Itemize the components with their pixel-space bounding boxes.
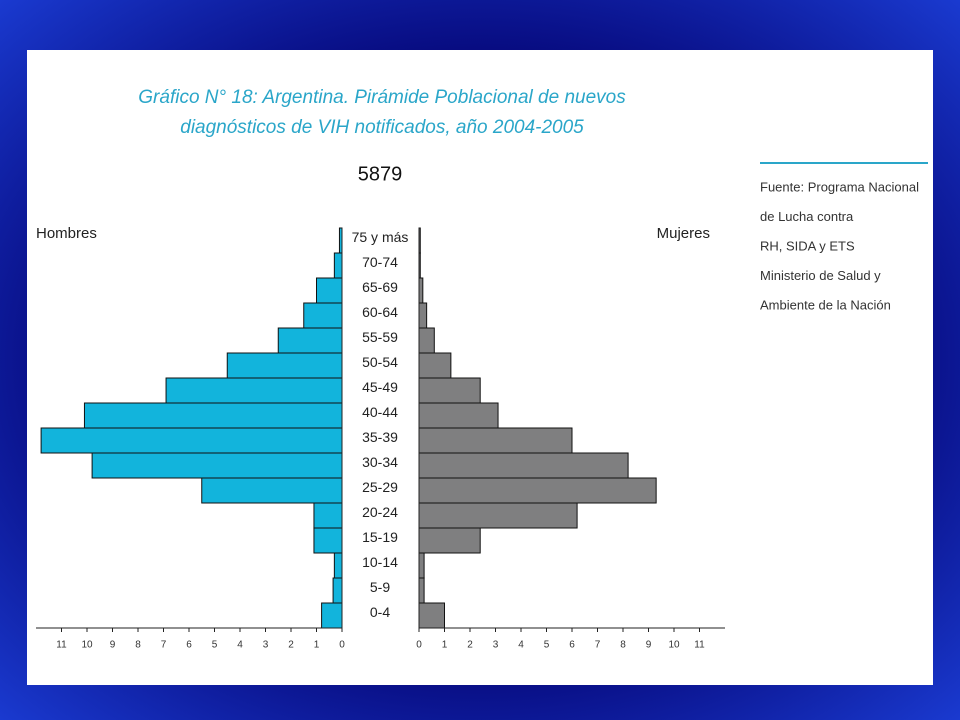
x-tick-label: 0 xyxy=(339,640,345,651)
category-label: 5-9 xyxy=(370,579,390,595)
bar xyxy=(418,577,425,604)
chart-title: Gráfico N° 18: Argentina. Pirámide Pobla… xyxy=(138,87,626,108)
source-line: Fuente: Programa Nacional xyxy=(760,179,919,194)
x-tick-label: 9 xyxy=(646,640,652,651)
x-tick-label: 5 xyxy=(544,640,550,651)
bar xyxy=(332,577,343,604)
x-tick-label: 6 xyxy=(186,640,192,651)
x-tick-label: 10 xyxy=(81,640,93,651)
bar xyxy=(83,402,343,429)
category-label: 0-4 xyxy=(370,604,390,620)
bar xyxy=(333,252,343,279)
category-label: 60-64 xyxy=(362,304,398,320)
chart-title: diagnósticos de VIH notificados, año 200… xyxy=(180,117,584,138)
bar xyxy=(201,477,343,504)
category-label: 40-44 xyxy=(362,404,398,420)
category-label: 70-74 xyxy=(362,254,398,270)
category-label: 75 y más xyxy=(352,229,409,245)
category-label: 30-34 xyxy=(362,454,398,470)
x-tick-label: 8 xyxy=(135,640,141,651)
bar xyxy=(418,427,573,454)
category-label: 65-69 xyxy=(362,279,398,295)
x-tick-label: 11 xyxy=(694,640,705,651)
bar xyxy=(313,527,343,554)
x-tick-label: 10 xyxy=(668,640,680,651)
bar xyxy=(418,352,452,379)
bar xyxy=(418,502,578,529)
bar xyxy=(277,327,343,354)
legend-label: Hombres xyxy=(36,225,97,242)
x-tick-label: 4 xyxy=(518,640,524,651)
bar xyxy=(316,277,343,304)
source-line: de Lucha contra xyxy=(760,209,854,224)
bar xyxy=(313,502,343,529)
x-tick-label: 8 xyxy=(620,640,626,651)
x-tick-label: 2 xyxy=(467,640,473,651)
bar xyxy=(418,377,481,404)
category-label: 50-54 xyxy=(362,354,398,370)
bar xyxy=(418,602,445,629)
legend-label: Mujeres xyxy=(657,225,710,242)
x-tick-label: 7 xyxy=(161,640,167,651)
total: 5879 xyxy=(358,163,403,185)
bar xyxy=(418,452,629,479)
bar xyxy=(321,602,343,629)
bar xyxy=(418,527,481,554)
x-tick-label: 6 xyxy=(569,640,575,651)
category-label: 10-14 xyxy=(362,554,398,570)
bar xyxy=(226,352,343,379)
x-tick-label: 7 xyxy=(595,640,601,651)
category-label: 25-29 xyxy=(362,479,398,495)
x-tick-label: 9 xyxy=(110,640,116,651)
bar xyxy=(418,277,424,304)
bar xyxy=(333,552,343,579)
x-tick-label: 11 xyxy=(56,640,67,651)
bar xyxy=(165,377,343,404)
x-tick-label: 3 xyxy=(263,640,269,651)
x-tick-label: 0 xyxy=(416,640,422,651)
bar xyxy=(418,477,657,504)
x-tick-label: 5 xyxy=(212,640,218,651)
x-tick-label: 3 xyxy=(493,640,499,651)
category-label: 20-24 xyxy=(362,504,398,520)
bar xyxy=(418,327,435,354)
category-label: 15-19 xyxy=(362,529,398,545)
bar xyxy=(40,427,343,454)
category-label: 45-49 xyxy=(362,379,398,395)
x-tick-label: 1 xyxy=(442,640,448,651)
bar xyxy=(91,452,343,479)
x-tick-label: 4 xyxy=(237,640,243,651)
category-label: 35-39 xyxy=(362,429,398,445)
bar xyxy=(418,302,428,329)
bar xyxy=(418,402,499,429)
x-tick-label: 1 xyxy=(314,640,320,651)
bar xyxy=(303,302,343,329)
bar xyxy=(418,552,425,579)
category-label: 55-59 xyxy=(362,329,398,345)
x-tick-label: 2 xyxy=(288,640,294,651)
source-line: Ministerio de Salud y xyxy=(760,268,881,283)
source-line: Ambiente de la Nación xyxy=(760,297,891,312)
source-line: RH, SIDA y ETS xyxy=(760,238,855,253)
panel xyxy=(27,50,933,685)
